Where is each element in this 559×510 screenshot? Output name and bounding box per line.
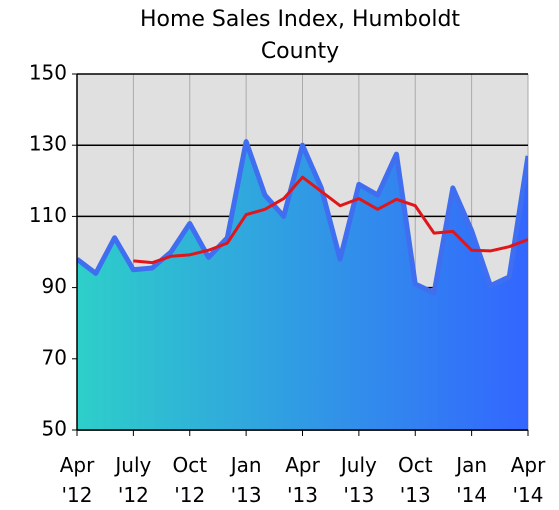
chart-title: Home Sales Index, Humboldt County bbox=[139, 7, 461, 64]
x-tick-label: Oct '12 bbox=[172, 453, 207, 507]
x-tick-label-line: Jan bbox=[454, 453, 487, 477]
y-tick-label: 90 bbox=[42, 274, 67, 298]
area-fill bbox=[77, 141, 528, 430]
x-tick-label-line: Oct bbox=[398, 453, 433, 477]
x-tick-label: Apr '13 bbox=[285, 453, 320, 507]
x-tick-label-line: Apr bbox=[60, 453, 95, 477]
area-line bbox=[77, 139, 528, 296]
y-tick-label: 150 bbox=[29, 61, 67, 85]
x-tick-label-line: '14 bbox=[456, 483, 487, 507]
y-tick-label: 50 bbox=[42, 417, 67, 441]
x-tick-label-line: '13 bbox=[400, 483, 431, 507]
x-tick-label: Oct '13 bbox=[398, 453, 433, 507]
x-tick-label-line: '14 bbox=[513, 483, 544, 507]
x-tick-label-line: Apr bbox=[285, 453, 320, 477]
x-tick-label-line: '12 bbox=[118, 483, 149, 507]
x-tick-label-line: '12 bbox=[62, 483, 93, 507]
y-tick-label: 110 bbox=[29, 203, 67, 227]
x-tick-label-line: '13 bbox=[343, 483, 374, 507]
y-tick-label: 130 bbox=[29, 132, 67, 156]
x-tick-label: Apr '14 bbox=[511, 453, 546, 507]
x-tick-label-line: Apr bbox=[511, 453, 546, 477]
x-tick-label: Apr '12 bbox=[60, 453, 95, 507]
line bbox=[133, 175, 528, 265]
x-tick-label-line: Jan bbox=[229, 453, 262, 477]
x-tick-label-line: July bbox=[339, 453, 377, 477]
x-tick-label-line: '13 bbox=[231, 483, 262, 507]
x-tick-label: Jan '13 bbox=[229, 453, 262, 507]
x-tick-label-line: July bbox=[113, 453, 151, 477]
x-tick-label-line: '12 bbox=[174, 483, 205, 507]
x-tick-label-line: Oct bbox=[172, 453, 207, 477]
x-tick-label: Jan '14 bbox=[454, 453, 487, 507]
plot-series bbox=[77, 139, 528, 430]
x-tick-label: July '12 bbox=[113, 453, 151, 507]
x-tick-label-line: '13 bbox=[287, 483, 318, 507]
y-tick-label: 70 bbox=[42, 345, 67, 369]
x-tick-label: July '13 bbox=[339, 453, 377, 507]
